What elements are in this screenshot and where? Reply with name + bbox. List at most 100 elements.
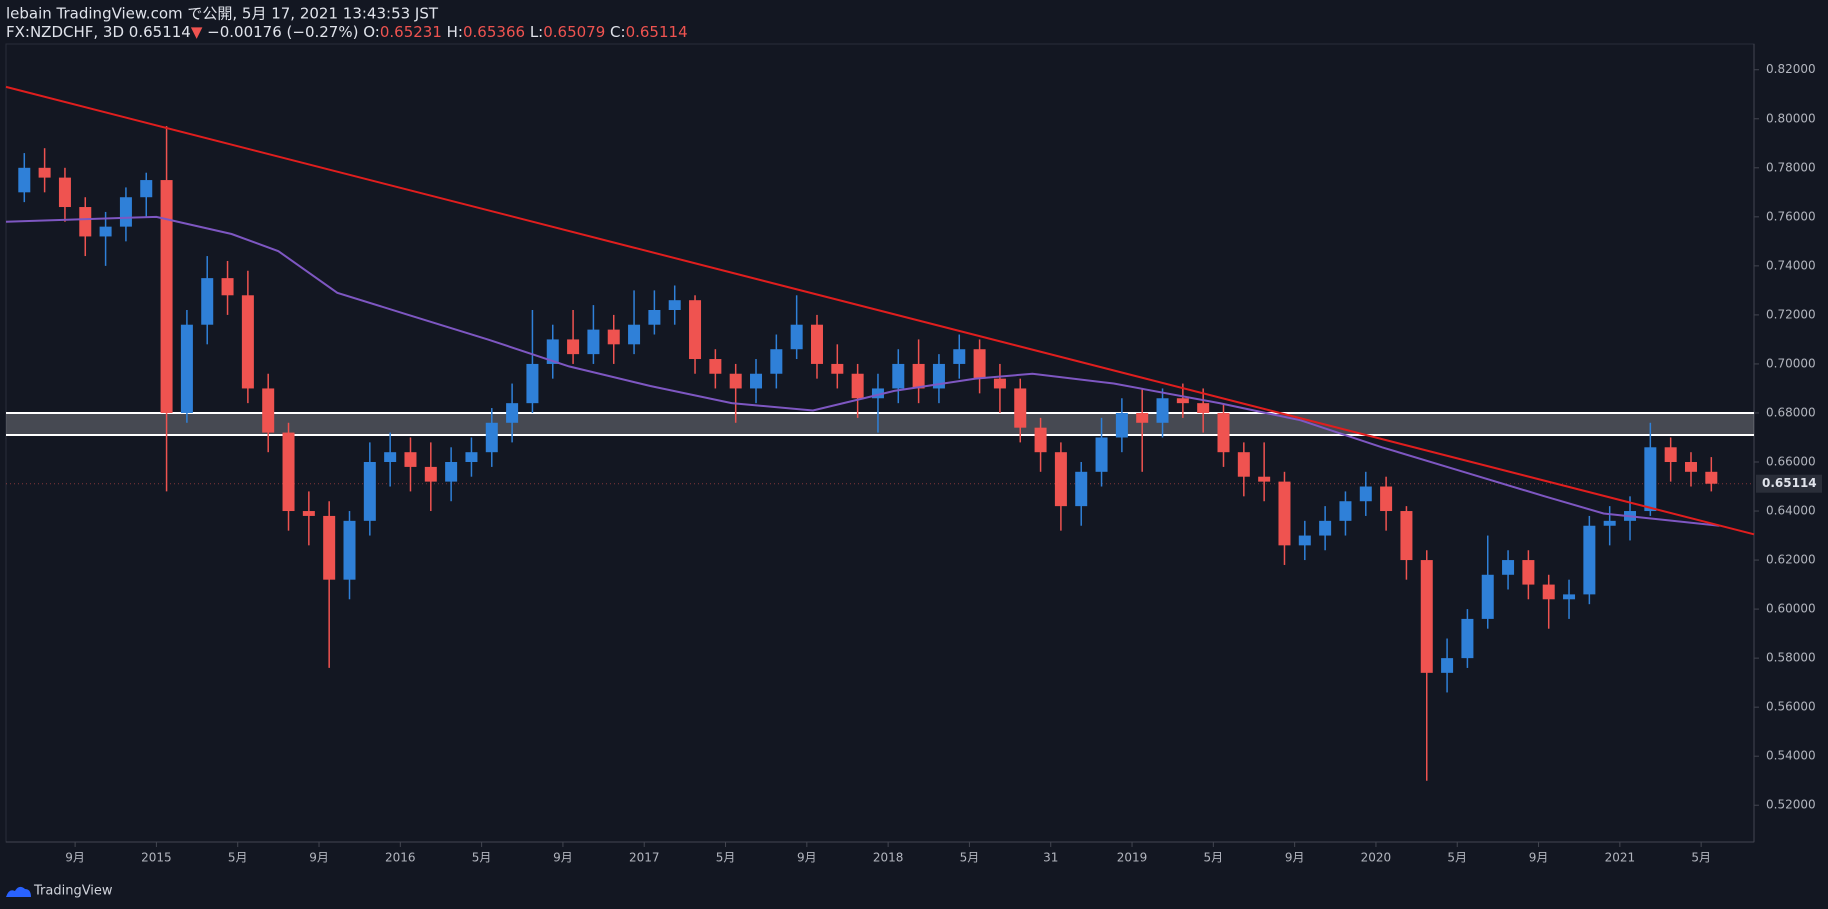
candle-body <box>302 511 315 516</box>
candle-body <box>1278 481 1291 546</box>
candle-body <box>180 324 193 413</box>
candle-body <box>851 373 864 399</box>
c: 0.65114 <box>626 23 688 41</box>
candle-body <box>567 339 580 355</box>
zone-band <box>6 412 1754 436</box>
candle-body <box>1176 398 1189 404</box>
x-tick-label: 9月 <box>1285 851 1305 865</box>
x-tick-label: 2016 <box>385 851 416 865</box>
candle-body <box>1298 535 1311 546</box>
candle-body <box>485 422 498 453</box>
candle-body <box>1115 412 1128 438</box>
candle-body <box>1644 447 1657 512</box>
y-tick-label: 0.66000 <box>1766 455 1816 469</box>
candle-body <box>404 452 417 467</box>
candle-body <box>343 520 356 580</box>
candle-body <box>729 373 742 389</box>
candle-body <box>119 197 132 227</box>
x-tick-label: 2018 <box>873 851 904 865</box>
x-tick-label: 5月 <box>472 851 492 865</box>
candle-body <box>1237 452 1250 477</box>
x-tick-label: 9月 <box>309 851 329 865</box>
candle-body <box>18 167 31 193</box>
candle-body <box>221 278 234 296</box>
candle-body <box>506 403 519 423</box>
candle-body <box>628 324 641 345</box>
candle-body <box>1095 437 1108 472</box>
candle-body <box>790 324 803 350</box>
candle-body <box>607 329 620 345</box>
x-tick-label: 5月 <box>1204 851 1224 865</box>
x-tick-label: 9月 <box>65 851 85 865</box>
y-tick-label: 0.68000 <box>1766 405 1816 419</box>
candle-body <box>282 432 295 512</box>
candle-body <box>1664 447 1677 462</box>
h: 0.65366 <box>463 23 525 41</box>
candle-body <box>1319 520 1332 536</box>
candle-body <box>587 329 600 355</box>
candle-body <box>1075 471 1088 507</box>
l-label: L: <box>530 23 543 41</box>
candle-body <box>140 180 153 198</box>
x-tick-label: 5月 <box>1447 851 1467 865</box>
x-tick-label: 9月 <box>1529 851 1549 865</box>
candle-body <box>770 349 783 374</box>
trend-line <box>5 85 1755 536</box>
y-tick-label: 0.54000 <box>1766 749 1816 763</box>
candle-body <box>709 359 722 374</box>
candle-body <box>1359 486 1372 502</box>
candle-body <box>424 466 437 482</box>
c-label: C: <box>610 23 626 41</box>
candle-body <box>323 515 336 580</box>
y-tick-label: 0.62000 <box>1766 553 1816 567</box>
candle-body <box>648 310 661 325</box>
candle-body <box>892 363 905 389</box>
brand: TradingView <box>33 884 113 899</box>
candle-body <box>993 378 1006 389</box>
candle-body <box>160 180 173 413</box>
candle-body <box>932 363 945 389</box>
candle-body <box>1014 388 1027 428</box>
x-tick-label: 2019 <box>1117 851 1148 865</box>
candle-body <box>1054 452 1067 507</box>
y-tick-label: 0.52000 <box>1766 798 1816 812</box>
candle-body <box>1217 412 1230 453</box>
change: −0.00176 (−0.27%) <box>207 23 358 41</box>
candle-body <box>1481 574 1494 619</box>
y-tick-label: 0.74000 <box>1766 258 1816 272</box>
y-tick-label: 0.82000 <box>1766 62 1816 76</box>
o-label: O: <box>363 23 380 41</box>
candle-body <box>1400 511 1413 561</box>
candle-body <box>1603 520 1616 526</box>
x-tick-label: 2021 <box>1605 851 1636 865</box>
candle-body <box>750 373 763 389</box>
x-tick-label: 5月 <box>960 851 980 865</box>
candle-body <box>1522 560 1535 585</box>
y-tick-label: 0.58000 <box>1766 651 1816 665</box>
candle-body <box>546 339 559 364</box>
candle-body <box>384 452 397 462</box>
candle-body <box>465 452 478 462</box>
symbol: FX:NZDCHF, 3D <box>6 23 124 41</box>
candle-body <box>241 295 254 389</box>
candle-body <box>1420 560 1433 673</box>
last-price-box <box>1756 474 1822 493</box>
y-tick-label: 0.80000 <box>1766 111 1816 125</box>
y-tick-label: 0.72000 <box>1766 307 1816 321</box>
x-tick-label: 5月 <box>228 851 248 865</box>
h-label: H: <box>447 23 463 41</box>
y-tick-label: 0.56000 <box>1766 700 1816 714</box>
y-tick-label: 0.64000 <box>1766 504 1816 518</box>
last-price-label: 0.65114 <box>1762 476 1817 490</box>
candle-body <box>445 462 458 482</box>
candle-body <box>1034 427 1047 453</box>
candle-body <box>1502 560 1515 575</box>
l: 0.65079 <box>543 23 605 41</box>
x-tick-label: 2015 <box>141 851 172 865</box>
moving-average <box>5 215 1720 527</box>
last: 0.65114 <box>129 23 191 41</box>
candle-body <box>1258 476 1271 482</box>
candle-body <box>953 349 966 364</box>
candle-body <box>1380 486 1393 512</box>
